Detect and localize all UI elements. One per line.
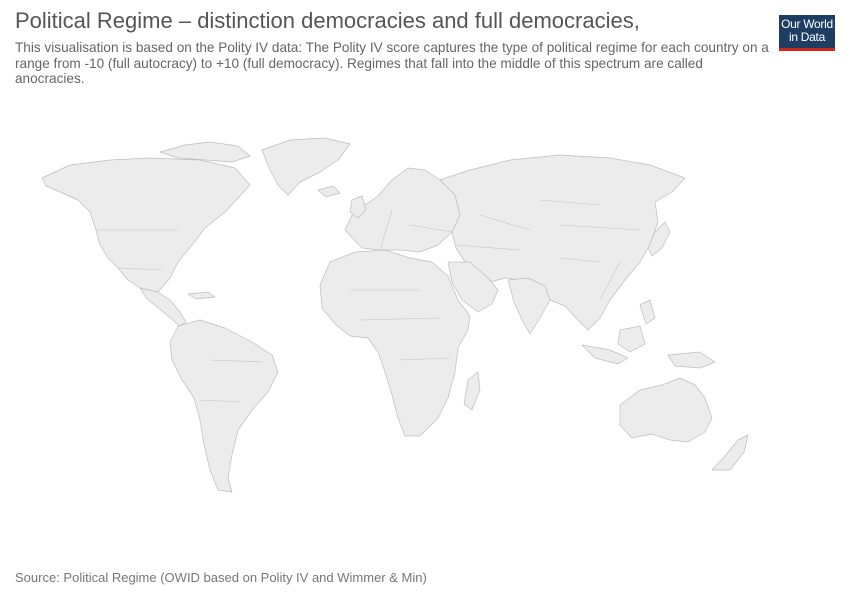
chart-title: Political Regime – distinction democraci… [15,8,640,33]
new-guinea[interactable] [667,351,716,369]
africa[interactable] [319,249,471,437]
united-kingdom[interactable] [349,195,367,219]
central-america[interactable] [139,287,187,327]
philippines[interactable] [639,299,656,325]
world-map[interactable] [0,125,850,525]
arabian-peninsula[interactable] [447,261,499,313]
new-zealand[interactable] [711,434,749,471]
australia[interactable] [619,377,713,443]
north-america[interactable] [41,157,251,293]
japan[interactable] [647,221,671,257]
iceland[interactable] [317,185,341,198]
country-borders [96,199,641,403]
asia[interactable] [439,154,686,331]
borneo[interactable] [617,325,646,353]
logo-line-2: in Data [789,30,825,44]
chart-subtitle: This visualisation is based on the Polit… [15,40,769,86]
southeast-asia-islands[interactable] [581,344,629,365]
source-note: Source: Political Regime (OWID based on … [15,570,427,585]
logo-line-1: Our World [781,17,833,31]
greenland[interactable] [261,137,351,196]
owid-logo[interactable]: Our World in Data [779,15,835,51]
caribbean[interactable] [187,291,216,300]
arctic-islands[interactable] [159,141,251,163]
madagascar[interactable] [463,371,481,411]
south-america[interactable] [169,319,279,493]
india[interactable] [507,277,551,335]
